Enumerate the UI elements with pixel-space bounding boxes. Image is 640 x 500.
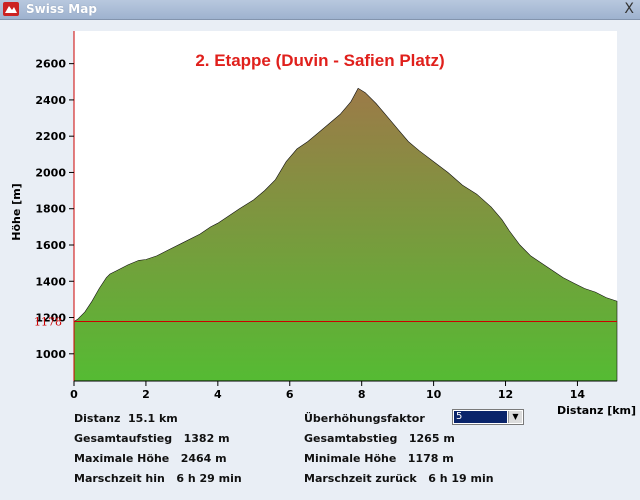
x-axis-ticks: 0 2 4 6 8 10 12 14 bbox=[70, 381, 585, 401]
y-tick-label: 2400 bbox=[35, 94, 66, 107]
y-tick-label: 1600 bbox=[35, 239, 66, 252]
exaggeration-selected-value: 5 bbox=[454, 411, 507, 423]
distance-stat: Distanz 15.1 km bbox=[74, 412, 178, 425]
y-tick-label: 1400 bbox=[35, 275, 66, 288]
swiss-map-app-icon bbox=[3, 2, 19, 16]
ascent-stat: Gesamtaufstieg 1382 m bbox=[74, 432, 230, 445]
minimum-height-label: 1178 bbox=[34, 316, 62, 329]
x-tick-label: 8 bbox=[358, 388, 366, 401]
max-height-stat: Maximale Höhe 2464 m bbox=[74, 452, 227, 465]
y-tick-label: 2000 bbox=[35, 166, 66, 179]
x-axis-label: Distanz [km] bbox=[557, 404, 636, 417]
x-tick-label: 0 bbox=[70, 388, 78, 401]
x-tick-label: 2 bbox=[142, 388, 150, 401]
title-bar[interactable]: Swiss Map X bbox=[0, 0, 640, 20]
descent-stat: Gesamtabstieg 1265 m bbox=[304, 432, 455, 445]
y-tick-label: 2600 bbox=[35, 58, 66, 71]
y-tick-label: 2200 bbox=[35, 130, 66, 143]
elevation-area bbox=[73, 87, 618, 382]
y-axis-ticks: 1000 1200 1400 1600 1800 2000 2200 2400 2600 bbox=[35, 58, 74, 361]
time-forward-stat: Marschzeit hin 6 h 29 min bbox=[74, 472, 242, 485]
y-tick-label: 1800 bbox=[35, 203, 66, 216]
y-tick-label: 1200 bbox=[35, 312, 66, 325]
close-button[interactable]: X bbox=[624, 1, 634, 17]
time-back-stat: Marschzeit zurück 6 h 19 min bbox=[304, 472, 494, 485]
elevation-profile-chart: 0 2 4 6 8 10 12 14 1000 1200 1400 1600 1800 2000 2200… bbox=[10, 31, 636, 417]
x-tick-label: 4 bbox=[214, 388, 222, 401]
chevron-down-icon[interactable]: ▼ bbox=[508, 411, 522, 423]
x-tick-label: 6 bbox=[286, 388, 294, 401]
exaggeration-label: Überhöhungsfaktor bbox=[304, 412, 425, 425]
min-height-stat: Minimale Höhe 1178 m bbox=[304, 452, 454, 465]
y-axis-label: Höhe [m] bbox=[10, 183, 23, 240]
exaggeration-select[interactable]: 5 ▼ bbox=[452, 409, 524, 425]
window-title: Swiss Map bbox=[26, 2, 97, 16]
x-tick-label: 10 bbox=[426, 388, 442, 401]
window-body: 0 2 4 6 8 10 12 14 1000 1200 1400 1600 1800 2000 2200… bbox=[0, 20, 640, 500]
chart-title: 2. Etappe (Duvin - Safien Platz) bbox=[195, 51, 444, 70]
y-tick-label: 1000 bbox=[35, 348, 66, 361]
x-tick-label: 12 bbox=[498, 388, 513, 401]
x-tick-label: 14 bbox=[570, 388, 586, 401]
